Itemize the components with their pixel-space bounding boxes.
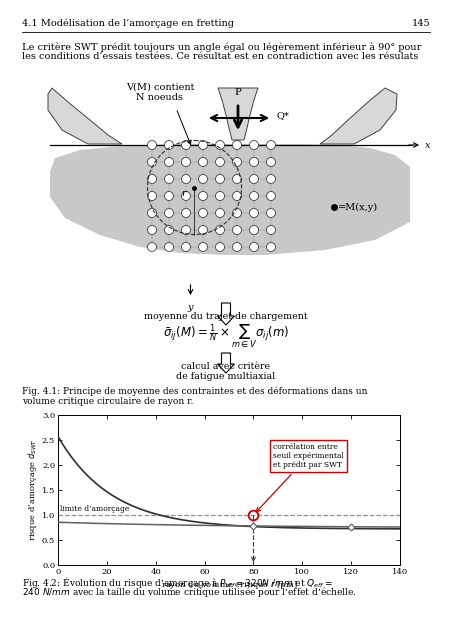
Circle shape: [147, 209, 156, 218]
Circle shape: [198, 225, 207, 234]
Text: Fig. 4.2: Évolution du risque d’amorçage à $P_{eff} = 320N$ $/mm$ et $Q_{eff} =$: Fig. 4.2: Évolution du risque d’amorçage…: [22, 575, 332, 590]
Circle shape: [266, 157, 275, 166]
Text: volume critique circulaire de rayon r.: volume critique circulaire de rayon r.: [22, 397, 193, 406]
Text: =M(x,y): =M(x,y): [337, 202, 377, 212]
Text: moyenne du trajet de chargement: moyenne du trajet de chargement: [144, 312, 307, 321]
Circle shape: [147, 225, 156, 234]
Text: de fatigue multiaxial: de fatigue multiaxial: [176, 372, 275, 381]
Circle shape: [181, 209, 190, 218]
Text: Le critère SWT prédit toujours un angle égal ou légèrement inférieur à 90° pour: Le critère SWT prédit toujours un angle …: [22, 42, 420, 52]
Circle shape: [266, 175, 275, 184]
Text: corrélation entre
seuil expérimental
et prédit par SWT: corrélation entre seuil expérimental et …: [256, 443, 343, 512]
Circle shape: [266, 141, 275, 150]
Circle shape: [266, 243, 275, 252]
Circle shape: [232, 191, 241, 200]
Text: les conditions d’essais testées. Ce résultat est en contradiction avec les résul: les conditions d’essais testées. Ce résu…: [22, 52, 418, 61]
Circle shape: [181, 175, 190, 184]
Circle shape: [215, 225, 224, 234]
Circle shape: [266, 209, 275, 218]
Text: 4.1 Modélisation de l’amorçage en fretting: 4.1 Modélisation de l’amorçage en fretti…: [22, 19, 234, 28]
Circle shape: [215, 175, 224, 184]
Circle shape: [164, 225, 173, 234]
Text: calcul avec critère: calcul avec critère: [181, 362, 270, 371]
Y-axis label: risque d’amorçage $d_{SWT}$: risque d’amorçage $d_{SWT}$: [26, 438, 39, 541]
Circle shape: [181, 191, 190, 200]
Text: x: x: [424, 141, 429, 150]
Circle shape: [249, 175, 258, 184]
Circle shape: [215, 141, 224, 150]
Circle shape: [198, 141, 207, 150]
Text: 145: 145: [410, 19, 429, 28]
Circle shape: [232, 209, 241, 218]
Polygon shape: [48, 88, 122, 144]
Circle shape: [164, 243, 173, 252]
Circle shape: [232, 243, 241, 252]
Circle shape: [147, 157, 156, 166]
Circle shape: [249, 209, 258, 218]
Circle shape: [215, 243, 224, 252]
Circle shape: [266, 191, 275, 200]
Circle shape: [198, 209, 207, 218]
Circle shape: [164, 191, 173, 200]
Circle shape: [181, 157, 190, 166]
Circle shape: [198, 191, 207, 200]
Circle shape: [164, 209, 173, 218]
Circle shape: [147, 243, 156, 252]
Circle shape: [215, 191, 224, 200]
Circle shape: [232, 157, 241, 166]
Polygon shape: [50, 144, 409, 255]
Polygon shape: [217, 353, 234, 373]
Circle shape: [147, 175, 156, 184]
Circle shape: [232, 141, 241, 150]
Polygon shape: [319, 88, 396, 144]
Polygon shape: [217, 88, 258, 140]
Text: $\bar{\sigma}_{ij}(M) = \frac{1}{N} \times \sum_{m \in V} \sigma_{ij}(m)$: $\bar{\sigma}_{ij}(M) = \frac{1}{N} \tim…: [162, 323, 289, 351]
Circle shape: [215, 157, 224, 166]
Text: Fig. 4.1: Principe de moyenne des contraintes et des déformations dans un: Fig. 4.1: Principe de moyenne des contra…: [22, 387, 367, 397]
Circle shape: [266, 225, 275, 234]
Circle shape: [164, 141, 173, 150]
Circle shape: [181, 243, 190, 252]
Circle shape: [249, 225, 258, 234]
Text: V(M) contient: V(M) contient: [125, 83, 194, 92]
Text: y: y: [187, 303, 193, 312]
Circle shape: [198, 175, 207, 184]
Circle shape: [249, 157, 258, 166]
Circle shape: [164, 157, 173, 166]
Circle shape: [198, 157, 207, 166]
Text: r: r: [181, 189, 186, 198]
Circle shape: [249, 243, 258, 252]
Circle shape: [147, 141, 156, 150]
Text: N noeuds: N noeuds: [136, 93, 183, 102]
Circle shape: [198, 243, 207, 252]
Polygon shape: [217, 303, 234, 325]
Text: limite d’amorçage: limite d’amorçage: [60, 505, 129, 513]
Text: P: P: [234, 88, 241, 97]
X-axis label: rayon du volume critique $r$ [μm]: rayon du volume critique $r$ [μm]: [160, 579, 297, 591]
Circle shape: [232, 175, 241, 184]
Text: Q*: Q*: [276, 111, 289, 120]
Circle shape: [164, 175, 173, 184]
Text: $240$ $N/mm$ avec la taille du volume critique utilisée pour l’effet d’échelle.: $240$ $N/mm$ avec la taille du volume cr…: [22, 585, 356, 599]
Circle shape: [147, 191, 156, 200]
Circle shape: [249, 141, 258, 150]
Circle shape: [232, 225, 241, 234]
Circle shape: [181, 225, 190, 234]
Circle shape: [181, 141, 190, 150]
Circle shape: [215, 209, 224, 218]
Circle shape: [249, 191, 258, 200]
